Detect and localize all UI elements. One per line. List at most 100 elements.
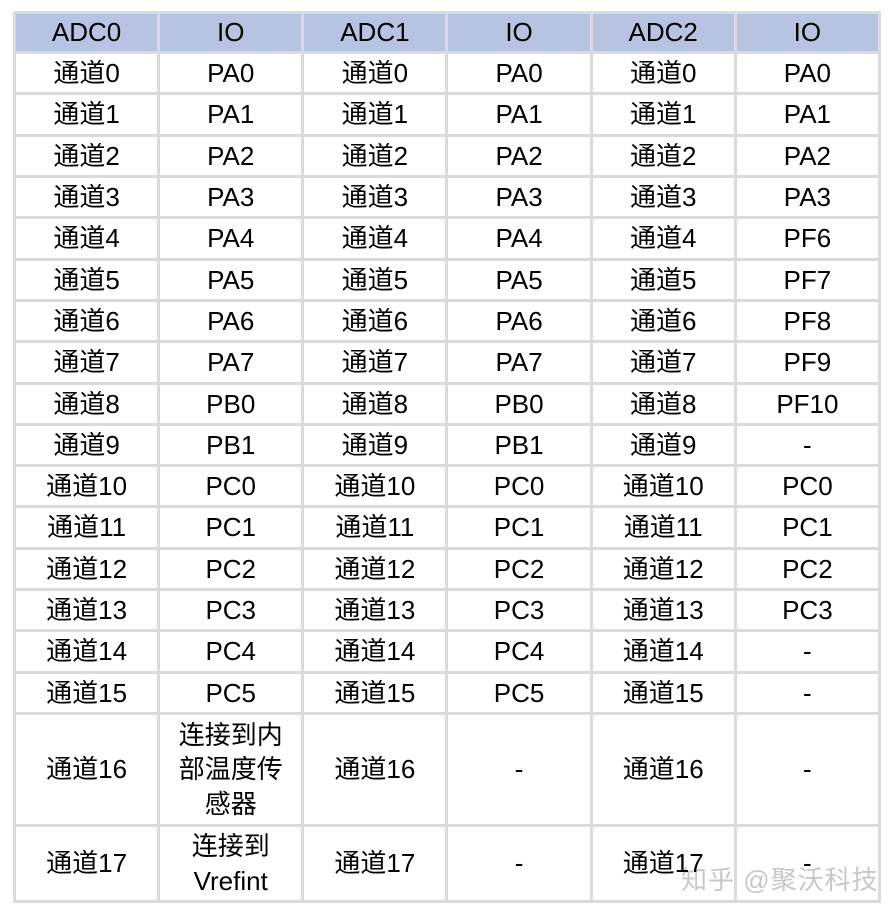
table-row: 通道16 连接到内部温度传感器 通道16- 通道16- xyxy=(12,712,882,827)
page: { "table": { "headers": ["ADC0", "IO", "… xyxy=(0,11,896,906)
table-cell: 连接到内部温度传感器 xyxy=(157,712,305,827)
table-cell: 通道5 xyxy=(301,257,449,302)
table-cell: PC0 xyxy=(733,464,882,509)
table-row: 通道14 PC4 通道14 PC4 通道14- xyxy=(12,629,882,674)
table-cell: PC2 xyxy=(157,546,305,592)
table-row: 通道6 PA6 通道6 PA6 通道6 PF8 xyxy=(12,298,882,344)
column-header-io-2: IO xyxy=(445,11,593,54)
table-cell: PB1 xyxy=(445,422,593,468)
table-cell: PA2 xyxy=(445,133,593,178)
table-cell: PC2 xyxy=(445,546,593,592)
table-cell: PA3 xyxy=(157,174,305,220)
table-cell: 通道2 xyxy=(12,133,161,178)
table-cell: 通道13 xyxy=(12,588,161,633)
table-cell: 通道13 xyxy=(589,588,737,633)
table-cell: 通道16 xyxy=(589,712,737,827)
table-cell: 通道9 xyxy=(301,422,449,468)
table-cell: 通道3 xyxy=(301,174,449,220)
table-cell: PA2 xyxy=(733,133,882,178)
table-cell: PC0 xyxy=(157,464,305,509)
table-cell: 通道14 xyxy=(301,629,449,674)
table-row: 通道11 PC1 通道11 PC1 通道11 PC1 xyxy=(12,505,882,550)
table-cell: PA5 xyxy=(157,257,305,302)
table-cell: PA6 xyxy=(445,298,593,344)
table-cell: PF10 xyxy=(733,381,882,426)
table-cell: PA7 xyxy=(157,340,305,385)
table-cell: 通道10 xyxy=(12,464,161,509)
table-cell: PC0 xyxy=(445,464,593,509)
table-cell: 通道6 xyxy=(589,298,737,344)
table-cell: 通道11 xyxy=(12,505,161,550)
table-cell: 通道7 xyxy=(301,340,449,385)
table-row: 通道15 PC5 通道15 PC5 通道15- xyxy=(12,670,882,716)
table-cell: PF9 xyxy=(733,340,882,385)
table-cell: 通道3 xyxy=(589,174,737,220)
table-row: 通道4 PA4 通道4 PA4 通道4 PF6 xyxy=(12,216,882,261)
column-header-adc1: ADC1 xyxy=(301,11,449,54)
table-cell: 通道5 xyxy=(589,257,737,302)
table-row: 通道5 PA5 通道5 PA5 通道5 PF7 xyxy=(12,257,882,302)
table-cell: 通道0 xyxy=(301,50,449,96)
table-cell: - xyxy=(733,824,882,903)
table-cell: PC4 xyxy=(445,629,593,674)
table-cell: 通道4 xyxy=(589,216,737,261)
table-cell: 通道17 xyxy=(12,824,161,903)
table-cell: 通道9 xyxy=(12,422,161,468)
column-header-io-1: IO xyxy=(157,11,305,54)
table-cell: 通道2 xyxy=(589,133,737,178)
table-cell: 通道8 xyxy=(12,381,161,426)
table-cell: 通道0 xyxy=(12,50,161,96)
table-cell: 通道1 xyxy=(301,92,449,137)
table-row: 通道13 PC3 通道13 PC3 通道13 PC3 xyxy=(12,588,882,633)
table-cell: PA3 xyxy=(445,174,593,220)
adc-io-mapping-table: ADC0 IO ADC1 IO ADC2 IO 通道0 PA0 通道0 PA0 通道0 P… xyxy=(12,11,882,903)
table-cell: 通道15 xyxy=(589,670,737,716)
table-cell: PC5 xyxy=(445,670,593,716)
table-cell: PA7 xyxy=(445,340,593,385)
table-row: 通道12 PC2 通道12 PC2 通道12 PC2 xyxy=(12,546,882,592)
table-cell: PB0 xyxy=(157,381,305,426)
table-cell: PA1 xyxy=(733,92,882,137)
table-cell: PC5 xyxy=(157,670,305,716)
table-cell: PF7 xyxy=(733,257,882,302)
table-cell: PF6 xyxy=(733,216,882,261)
table-cell: 通道6 xyxy=(12,298,161,344)
table-row: 通道0 PA0 通道0 PA0 通道0 PA0 xyxy=(12,50,882,96)
table-cell: 通道5 xyxy=(12,257,161,302)
table-row: 通道8 PB0 通道8 PB0 通道8 PF10 xyxy=(12,381,882,426)
table-cell: PA1 xyxy=(445,92,593,137)
column-header-io-3: IO xyxy=(733,11,882,54)
table-cell: 通道15 xyxy=(301,670,449,716)
table-row: 通道7 PA7 通道7 PA7 通道7 PF9 xyxy=(12,340,882,385)
table-cell: 通道16 xyxy=(301,712,449,827)
table-cell: PC1 xyxy=(157,505,305,550)
table-cell: 连接到Vrefint xyxy=(157,824,305,903)
table-cell: 通道15 xyxy=(12,670,161,716)
table-cell: PB1 xyxy=(157,422,305,468)
table-cell: PF8 xyxy=(733,298,882,344)
table-cell: 通道4 xyxy=(301,216,449,261)
table-header: ADC0 IO ADC1 IO ADC2 IO xyxy=(12,11,882,54)
table-cell: PC1 xyxy=(733,505,882,550)
column-header-adc0: ADC0 xyxy=(12,11,161,54)
table-cell: PA0 xyxy=(157,50,305,96)
table-cell: 通道1 xyxy=(12,92,161,137)
table-row: 通道10 PC0 通道10 PC0 通道10 PC0 xyxy=(12,464,882,509)
table-cell: 通道16 xyxy=(12,712,161,827)
table-cell: 通道8 xyxy=(301,381,449,426)
table-cell: 通道10 xyxy=(301,464,449,509)
table-cell: 通道9 xyxy=(589,422,737,468)
table-row: 通道1 PA1 通道1 PA1 通道1 PA1 xyxy=(12,92,882,137)
table-cell: 通道1 xyxy=(589,92,737,137)
table-cell: 通道4 xyxy=(12,216,161,261)
table-cell: 通道7 xyxy=(12,340,161,385)
table-cell: PA6 xyxy=(157,298,305,344)
table-row: 通道9 PB1 通道9 PB1 通道9- xyxy=(12,422,882,468)
table-cell: - xyxy=(733,629,882,674)
table-row: 通道3 PA3 通道3 PA3 通道3 PA3 xyxy=(12,174,882,220)
table-cell: 通道12 xyxy=(12,546,161,592)
table-cell: PA5 xyxy=(445,257,593,302)
column-header-adc2: ADC2 xyxy=(589,11,737,54)
table-cell: 通道11 xyxy=(301,505,449,550)
table-cell: PA4 xyxy=(157,216,305,261)
